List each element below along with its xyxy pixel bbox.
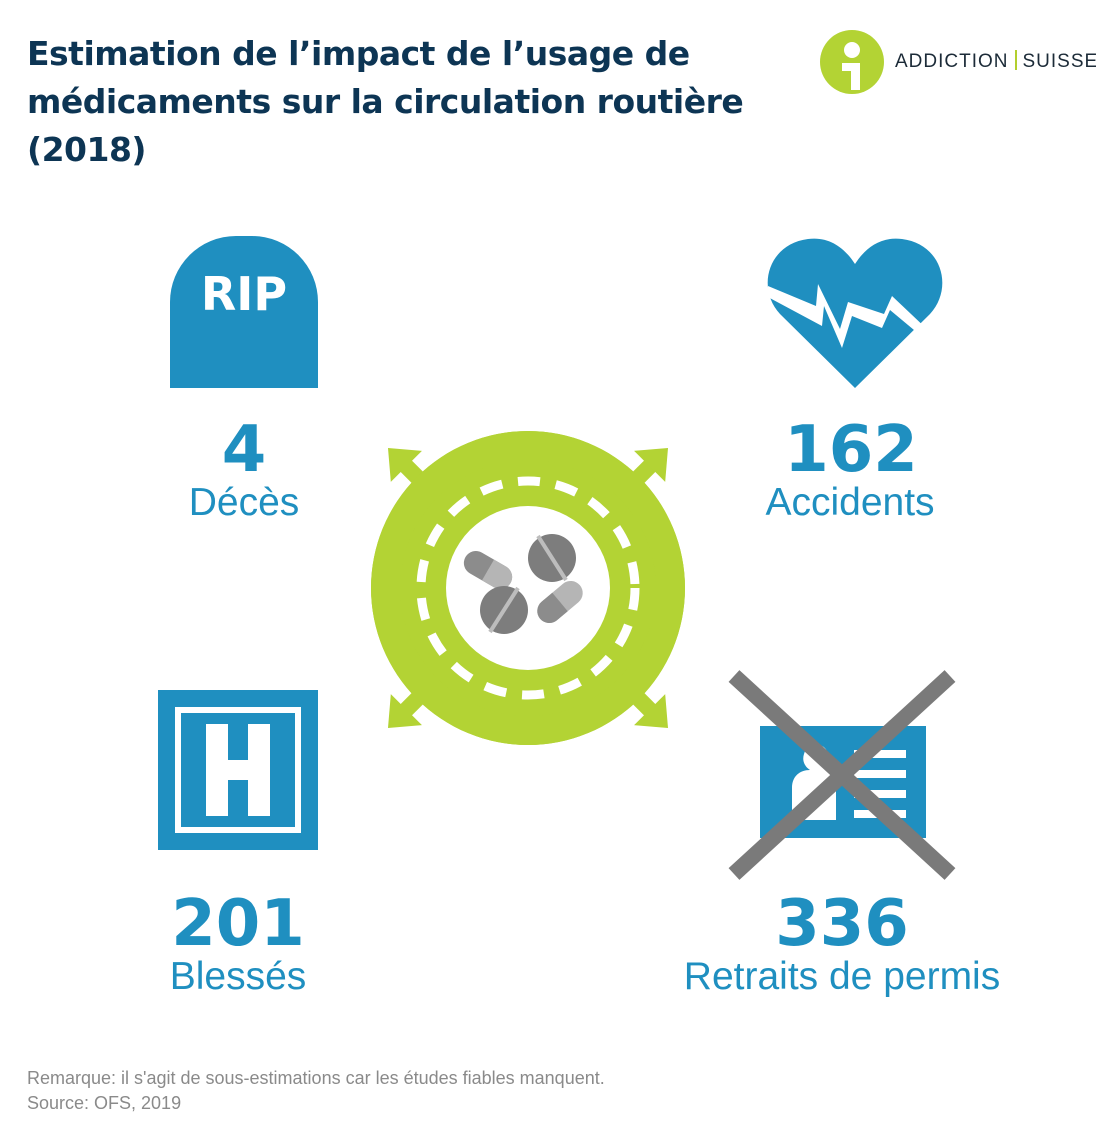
accidents-label: Accidents (765, 481, 935, 524)
injured-label: Blessés (169, 955, 307, 998)
hospital-icon (158, 690, 318, 850)
page-title: Estimation de l’impact de l’usage de méd… (27, 34, 744, 169)
licenses-value: 336 (775, 887, 909, 961)
footer-remark: Remarque: il s'agit de sous-estimations … (27, 1068, 605, 1088)
logo-text-right: SUISSE (1022, 51, 1096, 72)
licenses-label: Retraits de permis (683, 955, 1001, 998)
injured-value: 201 (171, 887, 305, 961)
addiction-suisse-logo: ADDICTION SUISSE (820, 30, 1096, 94)
tombstone-icon: RIP (170, 236, 318, 388)
deaths-label: Décès (188, 481, 300, 524)
tombstone-text: RIP (201, 267, 287, 321)
accidents-value: 162 (784, 413, 918, 487)
logo-text: ADDICTION SUISSE (895, 50, 1096, 73)
roundabout-road (371, 431, 685, 745)
logo-separator (1014, 50, 1017, 70)
logo-i-icon (820, 30, 884, 94)
logo-text-left: ADDICTION (895, 51, 1009, 72)
crossed-license-icon (728, 670, 956, 880)
deaths-value: 4 (221, 413, 267, 487)
broken-heart-icon (766, 238, 943, 388)
footer-notes: Remarque: il s'agit de sous-estimations … (27, 1066, 605, 1116)
footer-source: Source: OFS, 2019 (27, 1093, 182, 1113)
pills-icon (463, 534, 583, 634)
